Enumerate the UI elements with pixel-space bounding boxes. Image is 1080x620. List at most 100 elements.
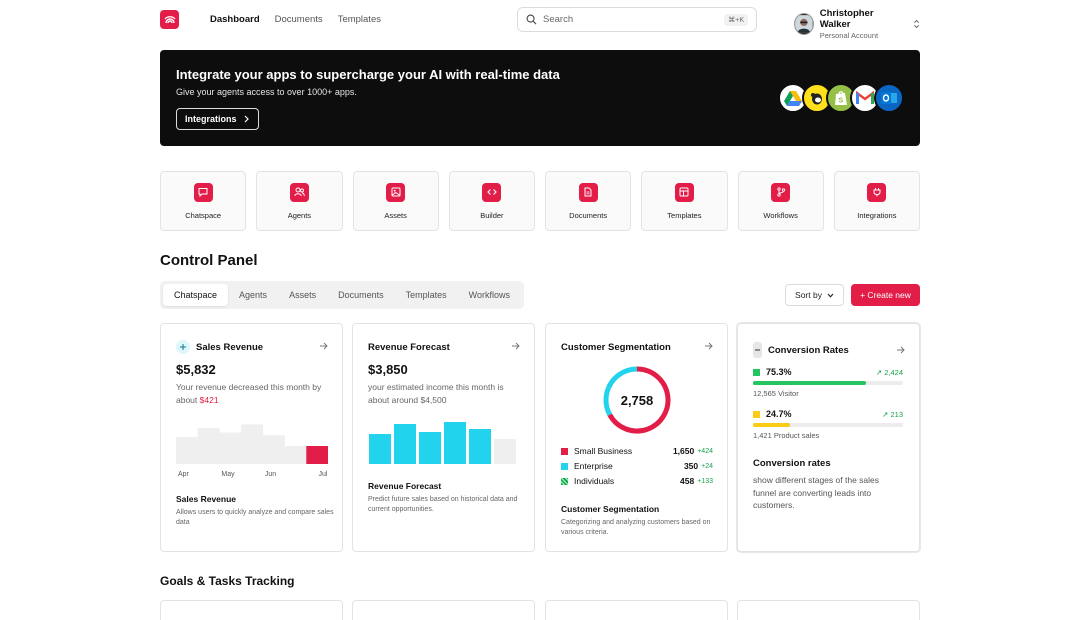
revenue-forecast-card[interactable]: Revenue Forecast $3,850 your estimated i… [352,323,535,552]
tile-label: Workflows [763,210,798,220]
search-placeholder: Search [543,14,574,25]
metric-delta: ↗ 213 [882,409,903,419]
template-icon [674,182,694,202]
integration-banner: Integrate your apps to supercharge your … [160,50,920,146]
user-menu[interactable]: Christopher Walker Personal Account [794,8,920,40]
plus-icon [176,340,190,354]
goals-section-title: Goals & Tasks Tracking [160,574,295,588]
top-header: Dashboard Documents Templates Search ⌘+K… [160,0,920,40]
goal-card[interactable] [160,600,343,620]
segmentation-total: 2,758 [620,392,654,408]
main-nav: Dashboard Documents Templates [210,14,381,25]
card-footer-description: Predict future sales based on historical… [368,496,518,513]
bar [469,429,491,464]
segment-name: Enterprise [574,461,613,471]
goal-card[interactable] [737,600,920,620]
arrow-right-icon[interactable] [896,346,905,354]
bar [284,446,307,464]
bar [241,424,264,464]
card-title: Revenue Forecast [368,342,450,353]
search-input[interactable]: Search ⌘+K [517,7,757,32]
tile-assets[interactable]: Assets [352,171,439,231]
tile-agents[interactable]: Agents [256,171,343,231]
segment-name: Individuals [574,476,615,486]
tab-agents[interactable]: Agents [239,290,268,300]
google-drive-icon [778,83,808,113]
goal-card[interactable] [352,600,535,620]
legend-swatch [561,477,568,485]
progress-bar [753,423,903,427]
goal-card[interactable] [545,600,728,620]
segment-value: 458 [680,476,695,486]
donut-slice-small-business [607,366,671,434]
card-footer-title: Sales Revenue [176,494,237,504]
legend-swatch [561,462,568,470]
tile-documents[interactable]: Documents [545,171,632,231]
segment-delta: +424 [697,447,713,455]
card-footer-description: show different stages of the sales funne… [753,475,880,510]
segment-value: 350 [683,461,699,471]
bar [419,432,441,464]
tile-templates[interactable]: Templates [641,171,728,231]
tile-label: Assets [384,210,407,220]
x-tick-label: May [221,471,235,478]
app-logo[interactable] [160,10,179,29]
tab-templates[interactable]: Templates [405,290,447,300]
code-icon [482,182,502,202]
progress-bar [753,381,903,385]
metric-delta: ↗ 2,424 [875,367,903,377]
segment-value: 1,650 [672,446,695,456]
tile-builder[interactable]: Builder [448,171,535,231]
document-icon [578,182,598,202]
svg-text:S: S [839,98,844,105]
arrow-right-icon[interactable] [511,342,520,350]
user-account-type: Personal Account [819,31,879,40]
forecast-bar-chart [369,422,516,464]
integrations-button[interactable]: Integrations [176,108,259,130]
x-tick-label: Jul [319,471,328,478]
segment-row: Individuals 458 +133 [561,476,713,486]
minus-icon [753,342,762,358]
nav-documents[interactable]: Documents [274,14,323,25]
arrow-right-icon[interactable] [704,342,713,350]
tab-chatspace[interactable]: Chatspace [163,284,229,306]
tab-documents[interactable]: Documents [338,290,384,300]
bar [197,428,220,464]
tile-integrations[interactable]: Integrations [833,171,920,231]
segment-name: Small Business [574,446,633,456]
chevron-right-icon [244,115,249,123]
segment-row: Enterprise 350 +24 [561,461,713,471]
integrations-button-label: Integrations [185,114,237,124]
conversion-rates-card[interactable]: Conversion Rates 75.3% ↗ 2,424 12,565 Vi… [737,323,920,552]
legend-swatch [561,447,568,455]
nav-templates[interactable]: Templates [337,14,381,25]
tab-assets[interactable]: Assets [289,290,317,300]
segment-delta: +133 [697,477,713,485]
tile-chatspace[interactable]: Chatspace [160,171,247,231]
segment-delta: +24 [701,462,713,470]
banner-subtitle: Give your agents access to over 1000+ ap… [176,87,357,97]
bar [369,434,391,464]
metric-label: 12,565 Visitor [753,389,799,398]
tab-workflows[interactable]: Workflows [468,290,510,300]
x-tick-label: Apr [178,471,190,478]
tile-workflows[interactable]: Workflows [737,171,824,231]
customer-segmentation-card[interactable]: Customer Segmentation 2,758 Small Busine… [545,323,728,552]
nav-dashboard[interactable]: Dashboard [210,14,260,25]
segmentation-donut-chart [603,366,671,434]
legend-swatch [753,368,760,376]
card-title: Customer Segmentation [561,342,671,353]
sort-by-button[interactable]: Sort by [785,284,844,306]
card-footer-description: Categorizing and analyzing customers bas… [561,519,711,536]
donut-slice-enterprise [603,386,612,416]
sort-by-label: Sort by [795,290,822,300]
arrow-right-icon[interactable] [319,342,328,350]
control-panel-tabs: Chatspace Agents Assets Documents Templa… [160,281,524,309]
create-new-button[interactable]: + Create new [851,284,920,306]
banner-title: Integrate your apps to supercharge your … [176,67,560,82]
segment-row: Small Business 1,650 +424 [561,446,713,456]
metric-percent: 75.3% [766,367,792,377]
chat-icon [193,182,213,202]
sales-revenue-card[interactable]: Sales Revenue $5,832 Your revenue decrea… [160,323,343,552]
